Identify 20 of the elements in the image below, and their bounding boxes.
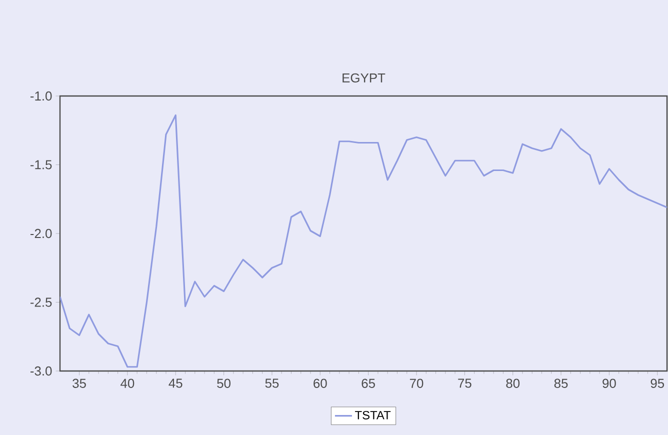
x-tick-label: 45 <box>168 378 182 388</box>
x-tick-label: 90 <box>602 378 616 388</box>
y-tick-label: -1.0 <box>30 91 52 101</box>
x-tick-label: 55 <box>265 378 279 388</box>
x-tick-label: 50 <box>217 378 230 388</box>
chart-title: EGYPT <box>342 73 386 83</box>
x-tick-label: 65 <box>362 378 375 388</box>
x-tick-label: 60 <box>314 378 327 388</box>
y-tick-label: -1.5 <box>30 160 52 170</box>
x-tick-label: 75 <box>458 378 472 388</box>
x-tick-label: 40 <box>120 378 134 388</box>
y-tick-label: -2.0 <box>30 228 52 238</box>
legend-label: TSTAT <box>355 410 391 420</box>
x-tick-label: 95 <box>650 378 664 388</box>
x-tick-label: 70 <box>410 378 424 388</box>
y-tick-label: -2.5 <box>30 298 52 307</box>
x-tick-label: 80 <box>506 378 520 388</box>
x-tick-label: 85 <box>554 378 568 388</box>
x-tick-label: 35 <box>72 378 86 388</box>
y-tick-label: -3.0 <box>30 366 52 376</box>
